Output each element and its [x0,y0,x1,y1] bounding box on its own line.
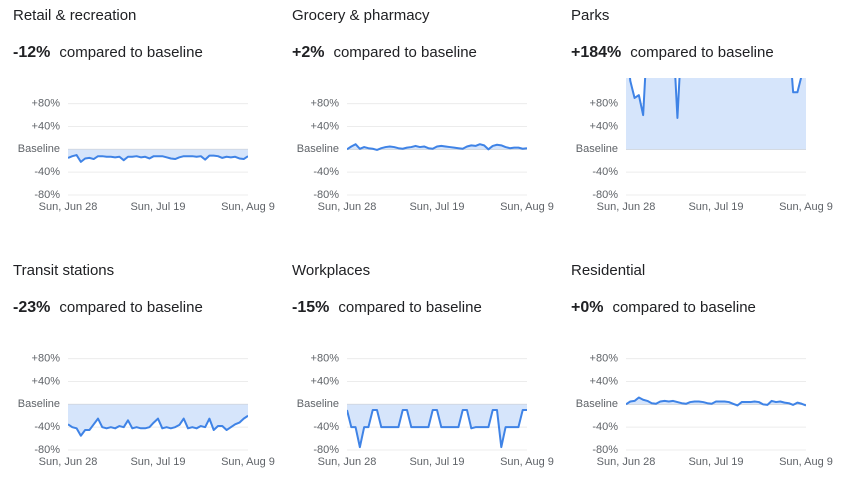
y-tick-label: -40% [313,166,339,178]
x-tick-label: Sun, Aug 9 [779,201,833,213]
y-tick-label: -40% [34,166,60,178]
y-tick-label: -40% [592,166,618,178]
y-tick-label: +80% [32,98,61,110]
chart-title: Workplaces [292,262,370,279]
subtitle: compared to baseline [338,299,481,316]
y-tick-label: Baseline [18,398,60,410]
x-tick-label: Sun, Aug 9 [221,201,275,213]
chart-title: Retail & recreation [13,7,136,24]
y-tick-label: -80% [34,444,60,456]
chart-title: Grocery & pharmacy [292,7,430,24]
headline: +184% [571,44,621,61]
chart-title: Parks [571,7,609,24]
plot [347,143,527,151]
y-tick-label: Baseline [18,143,60,155]
x-tick-label: Sun, Jun 28 [597,201,656,213]
y-tick-label: +40% [311,375,340,387]
line [68,414,248,437]
plot [347,404,527,449]
area [347,404,527,448]
plot [626,78,806,150]
headline: -23% [13,299,50,316]
headline: -15% [292,299,329,316]
headline: -12% [13,44,50,61]
y-tick-label: -40% [34,421,60,433]
y-tick-label: -80% [313,189,339,201]
area [68,404,248,436]
plot [68,149,248,163]
y-tick-label: +80% [311,353,340,365]
y-tick-label: Baseline [576,143,618,155]
y-tick-label: +80% [311,98,340,110]
y-tick-label: Baseline [576,398,618,410]
headline: +0% [571,299,603,316]
subtitle: compared to baseline [630,44,773,61]
x-tick-label: Sun, Jun 28 [39,456,98,468]
y-tick-label: +40% [590,120,619,132]
x-tick-label: Sun, Jun 28 [318,456,377,468]
y-tick-label: +40% [311,120,340,132]
headline: +2% [292,44,324,61]
y-tick-label: +80% [590,353,619,365]
x-tick-label: Sun, Aug 9 [500,201,554,213]
y-tick-label: +80% [32,353,61,365]
line [347,409,527,449]
x-tick-label: Sun, Jun 28 [39,201,98,213]
subtitle: compared to baseline [59,44,202,61]
y-tick-label: +40% [32,375,61,387]
chart-title: Residential [571,262,645,279]
y-tick-label: +80% [590,98,619,110]
subtitle: compared to baseline [59,299,202,316]
x-tick-label: Sun, Jul 19 [130,201,185,213]
x-tick-label: Sun, Aug 9 [221,456,275,468]
x-tick-label: Sun, Jun 28 [597,456,656,468]
y-tick-label: -80% [34,189,60,201]
x-tick-label: Sun, Jul 19 [688,201,743,213]
x-tick-label: Sun, Jul 19 [409,201,464,213]
y-tick-label: -80% [313,444,339,456]
line [626,396,806,407]
x-tick-label: Sun, Jul 19 [130,456,185,468]
y-tick-label: -40% [313,421,339,433]
y-tick-label: +40% [32,120,61,132]
line [68,154,248,163]
x-tick-label: Sun, Jul 19 [688,456,743,468]
area [626,78,806,150]
y-tick-label: Baseline [297,143,339,155]
x-tick-label: Sun, Aug 9 [500,456,554,468]
y-tick-label: -80% [592,189,618,201]
x-tick-label: Sun, Jul 19 [409,456,464,468]
chart-title: Transit stations [13,262,114,279]
y-tick-label: -80% [592,444,618,456]
y-tick-label: Baseline [297,398,339,410]
x-tick-label: Sun, Jun 28 [318,201,377,213]
y-tick-label: -40% [592,421,618,433]
subtitle: compared to baseline [333,44,476,61]
subtitle: compared to baseline [612,299,755,316]
plot [626,396,806,407]
x-tick-label: Sun, Aug 9 [779,456,833,468]
y-tick-label: +40% [590,375,619,387]
plot [68,404,248,437]
line [347,143,527,151]
